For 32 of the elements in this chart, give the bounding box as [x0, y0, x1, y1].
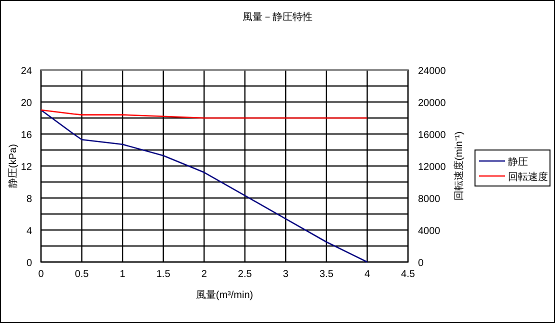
y2-tick-label: 12000: [418, 162, 446, 173]
y2-tick-label: 20000: [418, 98, 446, 109]
line-series: [40, 109, 368, 263]
y-tick-label: 4: [26, 226, 32, 237]
x-tick-label: 3.5: [319, 269, 334, 280]
x-tick-label: 0.5: [74, 269, 90, 280]
y-tick-label: 16: [20, 130, 32, 141]
y-tick-label: 24: [20, 66, 32, 77]
y2-tick-label: 8000: [418, 194, 441, 205]
x-tick-label: 1.5: [156, 269, 171, 280]
x-tick-label: 3: [282, 269, 289, 280]
legend-label: 回転速度: [508, 171, 548, 183]
x-tick-label: 2.5: [238, 269, 252, 280]
y-axis-title: 静圧(kPa): [7, 144, 19, 188]
x-tick-label: 4.5: [401, 269, 416, 280]
x-tick-label: 1: [120, 269, 126, 280]
x-tick-label: 0: [38, 269, 44, 280]
x-axis-title: 風量(m³/min): [196, 290, 254, 301]
y2-tick-label: 4000: [418, 226, 441, 237]
y-tick-label: 20: [20, 98, 32, 109]
x-tick-label: 4: [364, 269, 370, 280]
line-series: [40, 109, 368, 119]
y2-tick-label: 16000: [418, 130, 446, 141]
y-tick-label: 12: [20, 162, 32, 173]
y-tick-label: 8: [26, 194, 32, 205]
y2-axis-title: 回転速度(min⁻¹): [453, 131, 465, 201]
legend-label: 静圧: [508, 156, 528, 168]
y-tick-label: 0: [26, 258, 32, 269]
y2-tick-label: 0: [418, 258, 424, 269]
y2-tick-label: 24000: [418, 66, 446, 77]
x-tick-label: 2: [201, 269, 208, 280]
chart-title: 風量－静圧特性: [242, 11, 312, 23]
